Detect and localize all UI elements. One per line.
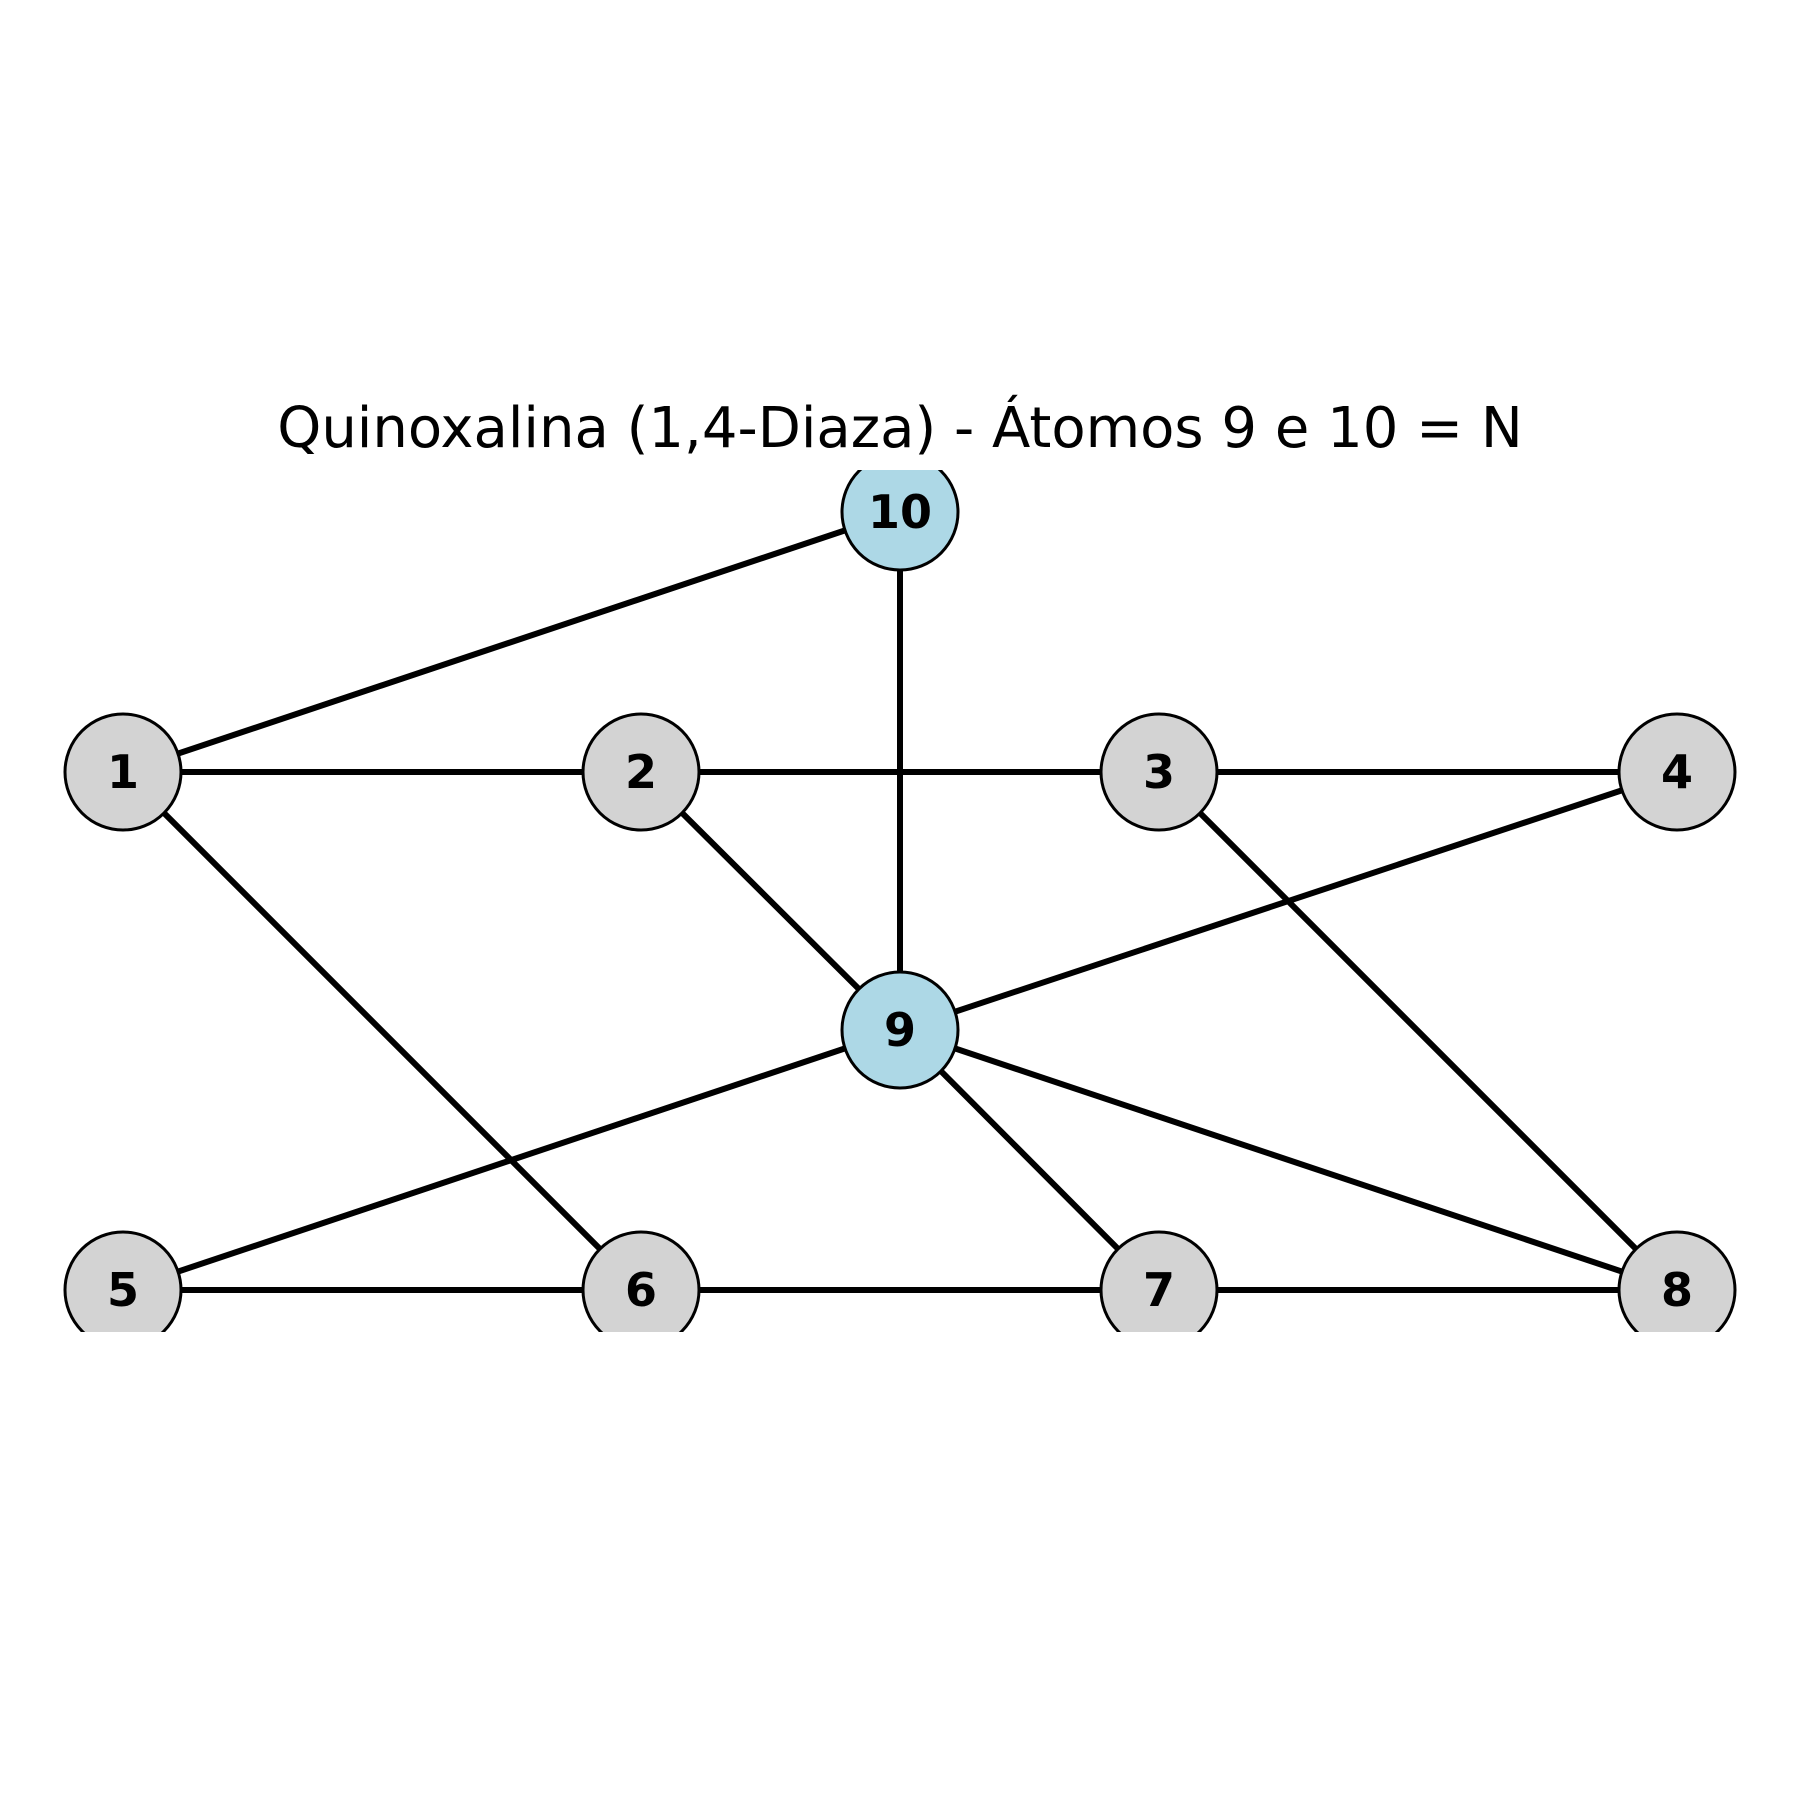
- edge-1-10: [122, 509, 901, 775]
- node-circle-7: [1099, 1230, 1219, 1332]
- node-10: 10: [840, 470, 960, 572]
- edge-5-9: [122, 1027, 901, 1293]
- node-8: 8: [1617, 1230, 1737, 1332]
- node-circle-3: [1099, 712, 1219, 832]
- node-label-6: 6: [625, 1263, 657, 1317]
- node-label-3: 3: [1143, 745, 1175, 799]
- edge-2-9: [638, 769, 903, 1033]
- node-circle-6: [581, 1230, 701, 1332]
- node-label-10: 10: [868, 485, 932, 539]
- edge-3-8: [1156, 769, 1680, 1293]
- node-label-5: 5: [107, 1263, 139, 1317]
- node-label-8: 8: [1661, 1263, 1693, 1317]
- node-circle-5: [63, 1230, 183, 1332]
- node-4: 4: [1617, 712, 1737, 832]
- node-circle-8: [1617, 1230, 1737, 1332]
- plot-area: 1 2 3 4 5 6 7 8 9 10: [63, 470, 1737, 1332]
- node-2: 2: [581, 712, 701, 832]
- edge-8-9: [899, 1027, 1678, 1293]
- node-circle-9: [840, 970, 960, 1090]
- node-5: 5: [63, 1230, 183, 1332]
- node-label-7: 7: [1143, 1263, 1175, 1317]
- node-circle-1: [63, 712, 183, 832]
- node-label-4: 4: [1661, 745, 1693, 799]
- node-circle-10: [840, 470, 960, 572]
- node-9: 9: [840, 970, 960, 1090]
- node-7: 7: [1099, 1230, 1219, 1332]
- node-1: 1: [63, 712, 183, 832]
- edge-1-6: [120, 769, 644, 1293]
- node-circle-4: [1617, 712, 1737, 832]
- edge-7-9: [897, 1027, 1162, 1293]
- node-label-9: 9: [884, 1003, 916, 1057]
- node-6: 6: [581, 1230, 701, 1332]
- edge-4-9: [899, 769, 1678, 1033]
- diagram-title: Quinoxalina (1,4-Diaza) - Átomos 9 e 10 …: [277, 396, 1523, 461]
- node-label-2: 2: [625, 745, 657, 799]
- node-3: 3: [1099, 712, 1219, 832]
- edges-layer: [120, 509, 1680, 1293]
- node-circle-2: [581, 712, 701, 832]
- nodes-layer: 1 2 3 4 5 6 7 8 9 10: [63, 470, 1737, 1332]
- node-label-1: 1: [107, 745, 139, 799]
